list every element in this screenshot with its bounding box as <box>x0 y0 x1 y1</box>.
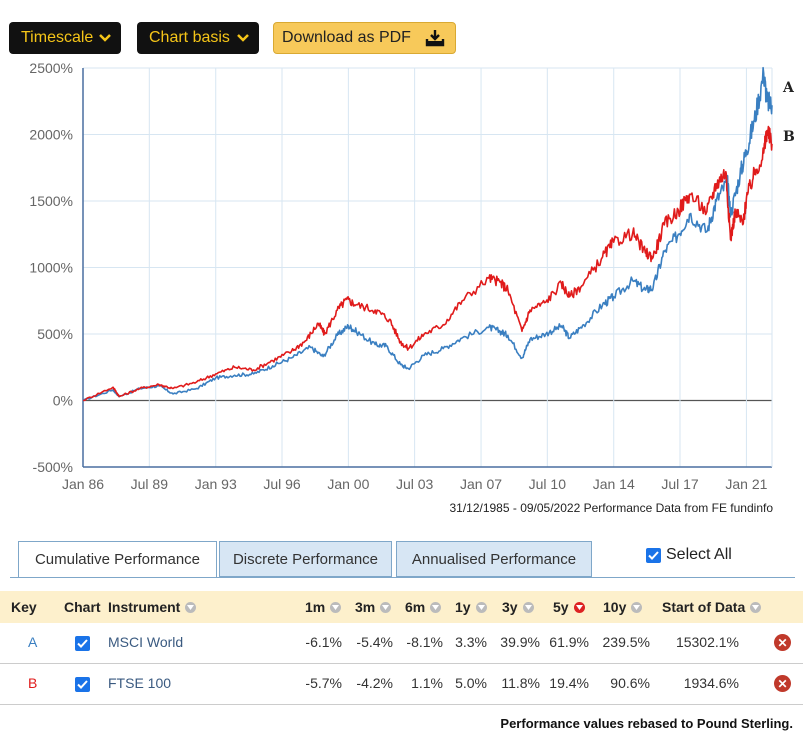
select-all-checkbox[interactable] <box>646 547 661 563</box>
row-3m: -4.2% <box>356 675 393 691</box>
download-pdf-button[interactable]: Download as PDF <box>273 22 456 54</box>
header-start-of-data[interactable]: Start of Data <box>662 599 762 615</box>
chevron-down-icon <box>99 34 112 42</box>
download-pdf-label: Download as PDF <box>282 29 411 46</box>
header-1y[interactable]: 1y <box>455 599 487 615</box>
header-3y[interactable]: 3y <box>502 599 534 615</box>
series-end-labels: AB <box>782 80 795 145</box>
x-tick-label: Jan 07 <box>460 476 502 492</box>
sort-icon <box>380 601 392 613</box>
row-instrument-link[interactable]: MSCI World <box>108 634 184 650</box>
y-tick-label: 0% <box>53 393 73 409</box>
row-1y: 5.0% <box>455 675 487 691</box>
timescale-label: Timescale <box>21 29 94 46</box>
x-tick-label: Jul 03 <box>396 476 434 492</box>
footnote: Performance values rebased to Pound Ster… <box>500 716 793 731</box>
x-tick-label: Jan 86 <box>62 476 104 492</box>
row-3m: -5.4% <box>356 634 393 650</box>
y-tick-label: 2500% <box>29 60 73 76</box>
checkmark-icon <box>77 639 88 648</box>
row-1y: 3.3% <box>455 634 487 650</box>
tab-divider <box>10 577 795 578</box>
chart-basis-button[interactable]: Chart basis <box>137 22 259 54</box>
series-line-b <box>82 125 773 402</box>
sort-icon <box>185 601 197 613</box>
series-end-label: B <box>783 129 795 145</box>
x-tick-label: Jan 93 <box>195 476 237 492</box>
row-3y: 39.9% <box>500 634 540 650</box>
remove-row-icon[interactable]: ✕ <box>774 634 791 651</box>
x-tick-label: Jul 89 <box>131 476 169 492</box>
chart-series <box>82 66 773 402</box>
performance-chart: 2500% 2000% 1500% 1000% 500% 0% -500% Jan 86 Ju… <box>29 60 795 515</box>
header-10y[interactable]: 10y <box>603 599 643 615</box>
x-tick-label: Jan 14 <box>593 476 635 492</box>
row-1m: -5.7% <box>305 675 342 691</box>
tab-label: Annualised Performance <box>411 550 577 568</box>
x-tick-label: Jul 10 <box>529 476 567 492</box>
header-5y[interactable]: 5y <box>553 599 585 615</box>
row-5y: 19.4% <box>549 675 589 691</box>
x-tick-label: Jul 96 <box>263 476 301 492</box>
select-all-label: Select All <box>666 546 732 563</box>
row-key: B <box>28 675 38 691</box>
x-tick-label: Jan 21 <box>725 476 767 492</box>
header-instrument[interactable]: Instrument <box>108 599 197 615</box>
chart-grid <box>82 67 773 468</box>
row-key: A <box>28 634 38 650</box>
tab-cumulative-performance[interactable]: Cumulative Performance <box>18 541 217 577</box>
sort-icon <box>750 601 762 613</box>
series-end-label: A <box>782 80 795 96</box>
row-start-of-data: 1934.6% <box>683 675 739 691</box>
table-row: B FTSE 100 -5.7% -4.2% 1.1% 5.0% 11.8% 1… <box>0 664 803 705</box>
x-tick-label: Jul 17 <box>661 476 699 492</box>
row-6m: 1.1% <box>411 675 443 691</box>
row-10y: 90.6% <box>610 675 650 691</box>
x-tick-label: Jan 00 <box>327 476 369 492</box>
row-10y: 239.5% <box>602 634 650 650</box>
sort-active-icon <box>573 601 585 613</box>
x-axis-ticks: Jan 86 Jul 89 Jan 93 Jul 96 Jan 00 Jul 03 Jan … <box>62 476 768 492</box>
y-tick-label: 2000% <box>29 127 73 143</box>
table-row: A MSCI World -6.1% -5.4% -8.1% 3.3% 39.9… <box>0 623 803 664</box>
header-chart[interactable]: Chart <box>64 599 101 615</box>
series-line-a <box>82 66 773 402</box>
checkmark-icon <box>77 680 88 689</box>
tab-label: Discrete Performance <box>232 550 379 568</box>
header-6m[interactable]: 6m <box>405 599 442 615</box>
sort-icon <box>522 601 534 613</box>
y-tick-label: -500% <box>33 459 73 475</box>
header-3m[interactable]: 3m <box>355 599 392 615</box>
y-tick-label: 1500% <box>29 193 73 209</box>
tab-annualised-performance[interactable]: Annualised Performance <box>396 541 592 577</box>
y-axis-ticks: 2500% 2000% 1500% 1000% 500% 0% -500% <box>29 60 73 475</box>
table-header: Key Chart Instrument 1m 3m 6m 1y 3y 5y 1… <box>0 591 803 623</box>
select-all[interactable]: Select All <box>646 546 732 564</box>
row-start-of-data: 15302.1% <box>675 634 739 650</box>
row-chart-checkbox[interactable] <box>75 635 90 651</box>
y-tick-label: 500% <box>37 326 73 342</box>
row-chart-checkbox[interactable] <box>75 676 90 692</box>
download-icon <box>425 30 445 47</box>
tab-discrete-performance[interactable]: Discrete Performance <box>219 541 392 577</box>
row-5y: 61.9% <box>549 634 589 650</box>
sort-icon <box>631 601 643 613</box>
header-1m[interactable]: 1m <box>305 599 342 615</box>
sort-icon <box>475 601 487 613</box>
timescale-button[interactable]: Timescale <box>9 22 122 54</box>
y-tick-label: 1000% <box>29 260 73 276</box>
row-1m: -6.1% <box>305 634 342 650</box>
checkmark-icon <box>648 550 659 560</box>
row-3y: 11.8% <box>501 675 540 691</box>
row-instrument-link[interactable]: FTSE 100 <box>108 675 172 691</box>
sort-icon <box>430 601 442 613</box>
chevron-down-icon <box>237 34 249 42</box>
tab-label: Cumulative Performance <box>34 551 201 568</box>
remove-row-icon[interactable]: ✕ <box>774 675 791 692</box>
header-key[interactable]: Key <box>11 599 37 615</box>
row-6m: -8.1% <box>406 634 443 650</box>
sort-icon <box>330 601 342 613</box>
chart-credit: 31/12/1985 - 09/05/2022 Performance Data… <box>449 501 773 515</box>
chart-basis-label: Chart basis <box>149 29 230 46</box>
